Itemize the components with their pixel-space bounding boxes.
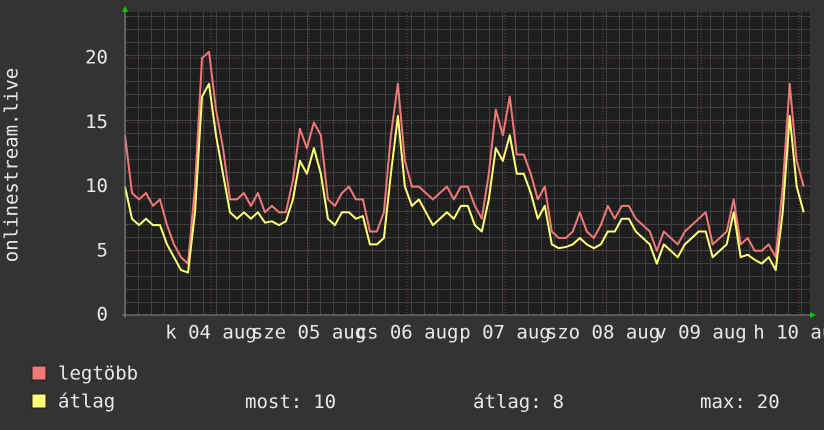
x-tick-label: k 04 aug	[165, 322, 257, 344]
stat-label: most:	[245, 391, 302, 413]
stat-label: átlag:	[473, 391, 542, 413]
y-tick-label: 10	[85, 175, 108, 197]
stat-value: 10	[313, 391, 336, 413]
stat: átlag: 8	[473, 391, 564, 413]
y-tick-label: 15	[85, 111, 108, 133]
legend-swatch	[31, 365, 47, 381]
plot	[124, 12, 810, 316]
axis-arrow	[122, 6, 128, 12]
x-tick-label: szo 08 aug	[546, 322, 660, 344]
x-tick-label: sze 05 aug	[252, 322, 366, 344]
stat-label: max:	[700, 391, 746, 413]
y-tick-label: 0	[97, 304, 108, 326]
y-tick-label: 20	[85, 47, 108, 69]
x-tick-label: p 07 aug	[459, 322, 551, 344]
x-tick-label: cs 06 aug	[356, 322, 459, 344]
x-tick-label: h 10 aug	[753, 322, 824, 344]
y-axis-label: onlinestream.live	[1, 68, 23, 262]
axis-arrow	[810, 312, 816, 318]
legend-swatch	[31, 393, 47, 409]
stat-value: 20	[757, 391, 780, 413]
stat: max: 20	[700, 391, 780, 413]
minor-grid	[125, 12, 810, 315]
series-line	[124, 82, 805, 274]
stat-value: 8	[553, 391, 564, 413]
legend-label: átlag	[58, 391, 115, 413]
x-tick-label: v 09 aug	[655, 322, 747, 344]
stat: most: 10	[245, 391, 336, 413]
y-tick-label: 5	[97, 239, 108, 261]
series-line	[124, 50, 805, 265]
legend-label: legtöbb	[58, 363, 138, 385]
